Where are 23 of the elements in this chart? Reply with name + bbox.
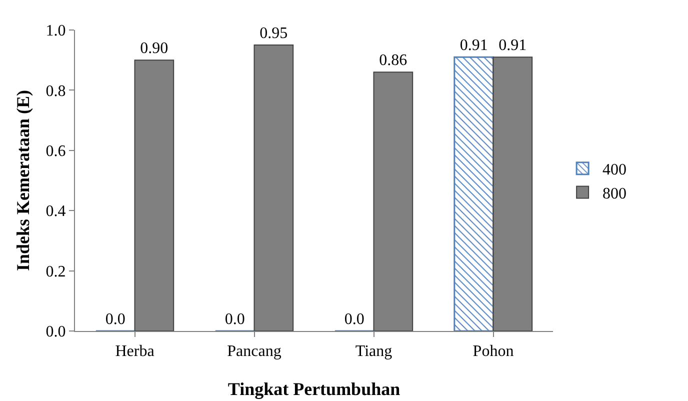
data-label: 0.91 [498, 37, 527, 54]
data-label: 0.0 [224, 311, 245, 328]
data-label: 0.0 [105, 311, 126, 328]
x-tick-label: Pancang [227, 343, 282, 360]
data-label: 0.95 [260, 25, 288, 42]
data-label: 0.91 [460, 37, 488, 54]
y-axis-title: Indeks Kemerataan (E) [13, 90, 33, 271]
y-tick-label: 0.8 [46, 82, 66, 100]
y-tick-label: 0.4 [46, 203, 66, 220]
x-tick-label: Tiang [355, 343, 392, 360]
bar [454, 56, 494, 331]
data-label: 0.0 [344, 311, 364, 328]
y-tick-label: 0.2 [46, 263, 66, 280]
y-tick-label: 0.6 [46, 143, 66, 160]
x-tick-label: Herba [115, 343, 154, 360]
legend-label: 800 [602, 185, 627, 202]
text: 400 [602, 162, 627, 179]
data-label: 0.86 [379, 52, 408, 70]
x-tick-label: Pohon [472, 343, 514, 360]
y-tick-label: 0.0 [46, 324, 66, 341]
data-label: 0.90 [140, 40, 168, 58]
x-axis-title: Tingkat Pertumbuhan [228, 379, 400, 399]
y-tick-label: 1.0 [46, 22, 66, 40]
